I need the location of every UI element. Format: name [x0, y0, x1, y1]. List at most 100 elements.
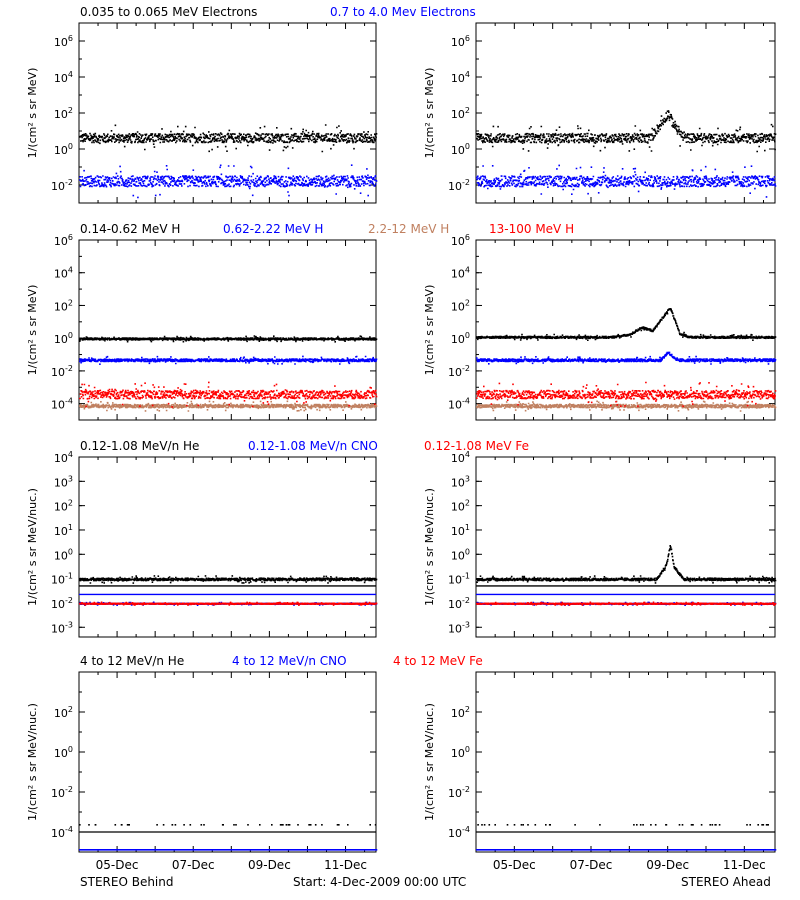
y-tick-label: 100: [451, 142, 470, 157]
series-1: [476, 351, 777, 365]
y-axis-label: 1/(cm² s sr MeV/nuc.): [26, 488, 39, 606]
footer-right: STEREO Ahead: [681, 875, 771, 889]
y-tick-label: 104: [451, 266, 470, 281]
y-tick-label: 102: [54, 705, 73, 720]
y-tick-label: 100: [451, 331, 470, 346]
series-0: [476, 308, 777, 341]
series-points: [79, 164, 378, 199]
series-3: [79, 381, 378, 408]
series-1: [476, 849, 777, 851]
footer-center: Start: 4-Dec-2009 00:00 UTC: [293, 875, 466, 889]
legend-label: 13-100 MeV H: [489, 222, 574, 236]
series-points: [476, 849, 777, 851]
chart-row-3: 4 to 12 MeV/n He 4 to 12 MeV/n CNO 4 to 12…: [26, 654, 777, 872]
x-tick-label: 11-Dec: [723, 858, 766, 872]
plot-frame: [78, 456, 377, 638]
panel-behind: 10-4 10-2 100 102 104 106 1/(cm² s sr MeV): [26, 233, 378, 421]
y-axis-label: 1/(cm² s sr MeV/nuc.): [26, 703, 39, 821]
series-0: [79, 335, 378, 343]
x-tick-label: 11-Dec: [324, 858, 367, 872]
legend-label: 0.12-1.08 MeV/n CNO: [248, 439, 378, 453]
y-tick-label: 10-2: [51, 178, 73, 193]
series-points: [79, 575, 378, 584]
plot-frame: [475, 239, 776, 421]
series-points: [79, 400, 378, 412]
panel-behind: 10-4 10-2 100 102 05-Dec 07-Dec 09-Dec 11-Dec 1/…: [26, 671, 378, 872]
y-tick-label: 10-3: [51, 620, 73, 635]
y-axis-label: 1/(cm² s sr MeV): [423, 285, 436, 376]
y-tick-label: 102: [54, 106, 73, 121]
y-axis-label: 1/(cm² s sr MeV/nuc.): [423, 703, 436, 821]
series-points: [79, 824, 377, 826]
series-0: [79, 575, 378, 587]
panel-ahead: 10-2 100 102 104 106 1/(cm² s sr MeV): [423, 22, 777, 204]
y-tick-label: 10-2: [448, 364, 470, 379]
x-tick-label: 05-Dec: [96, 858, 139, 872]
y-axis-label: 1/(cm² s sr MeV): [26, 285, 39, 376]
plot-frame: [78, 671, 377, 853]
plot-frame: [78, 239, 377, 421]
plot-frame: [475, 22, 776, 204]
legend-label: 0.12-1.08 MeV Fe: [424, 439, 529, 453]
footer-left: STEREO Behind: [80, 875, 174, 889]
y-tick-label: 10-3: [448, 620, 470, 635]
plot-frame: [475, 671, 776, 853]
y-tick-label: 100: [54, 142, 73, 157]
y-tick-label: 104: [451, 70, 470, 85]
series-3: [476, 381, 777, 408]
series-0: [476, 545, 777, 587]
series-2: [476, 601, 777, 606]
series-points: [476, 308, 777, 341]
y-tick-label: 100: [54, 331, 73, 346]
series-points: [476, 400, 777, 412]
series-0: [79, 824, 377, 833]
chart-row-2: 0.12-1.08 MeV/n He 0.12-1.08 MeV/n CNO 0.1…: [26, 439, 777, 638]
series-1: [79, 164, 378, 199]
y-tick-label: 10-2: [448, 178, 470, 193]
y-tick-label: 10-1: [448, 572, 470, 587]
plot-frame: [475, 456, 776, 638]
y-tick-label: 10-2: [448, 596, 470, 611]
legend-label: 4 to 12 MeV/n CNO: [232, 654, 347, 668]
y-tick-label: 10-2: [51, 364, 73, 379]
legend-label: 2.2-12 MeV H: [368, 222, 449, 236]
x-tick-label: 07-Dec: [570, 858, 613, 872]
series-2: [476, 400, 777, 412]
panel-behind: 10-2 100 102 104 106 1/(cm² s sr MeV): [26, 22, 378, 204]
y-tick-label: 102: [451, 705, 470, 720]
y-tick-label: 100: [54, 547, 73, 562]
y-tick-label: 10-2: [448, 785, 470, 800]
legend-label: 4 to 12 MeV Fe: [393, 654, 483, 668]
series-1: [79, 355, 378, 365]
series-2: [79, 400, 378, 412]
y-tick-label: 101: [451, 523, 470, 538]
y-tick-label: 106: [451, 233, 470, 248]
series-points: [476, 110, 777, 153]
chart-row-0: 0.035 to 0.065 MeV Electrons 0.7 to 4.0 M…: [26, 5, 777, 204]
series-1: [476, 164, 777, 198]
series-points: [79, 124, 378, 153]
panel-behind: 10-3 10-2 10-1 100 101 102 103 104 1/(cm² s sr M…: [26, 450, 378, 638]
y-tick-label: 10-4: [51, 825, 73, 840]
y-tick-label: 10-2: [51, 785, 73, 800]
panel-ahead: 10-3 10-2 10-1 100 101 102 103 104 1/(cm² s sr M…: [423, 450, 777, 638]
y-tick-label: 10-4: [51, 397, 73, 412]
legend-label: 4 to 12 MeV/n He: [80, 654, 184, 668]
y-axis-label: 1/(cm² s sr MeV): [423, 68, 436, 159]
series-points: [79, 849, 378, 851]
legend-label: 0.7 to 4.0 Mev Electrons: [330, 5, 476, 19]
y-tick-label: 102: [451, 106, 470, 121]
y-tick-label: 100: [451, 745, 470, 760]
chart-row-1: 0.14-0.62 MeV H 0.62-2.22 MeV H 2.2-12 MeV…: [26, 222, 777, 421]
y-tick-label: 102: [54, 499, 73, 514]
y-tick-label: 100: [54, 745, 73, 760]
x-tick-label: 09-Dec: [248, 858, 291, 872]
y-tick-label: 103: [451, 474, 470, 489]
series-2: [79, 601, 378, 606]
y-axis-label: 1/(cm² s sr MeV/nuc.): [423, 488, 436, 606]
series-1: [79, 849, 378, 851]
x-tick-label: 05-Dec: [493, 858, 536, 872]
series-points: [79, 381, 378, 408]
series-points: [79, 335, 378, 343]
